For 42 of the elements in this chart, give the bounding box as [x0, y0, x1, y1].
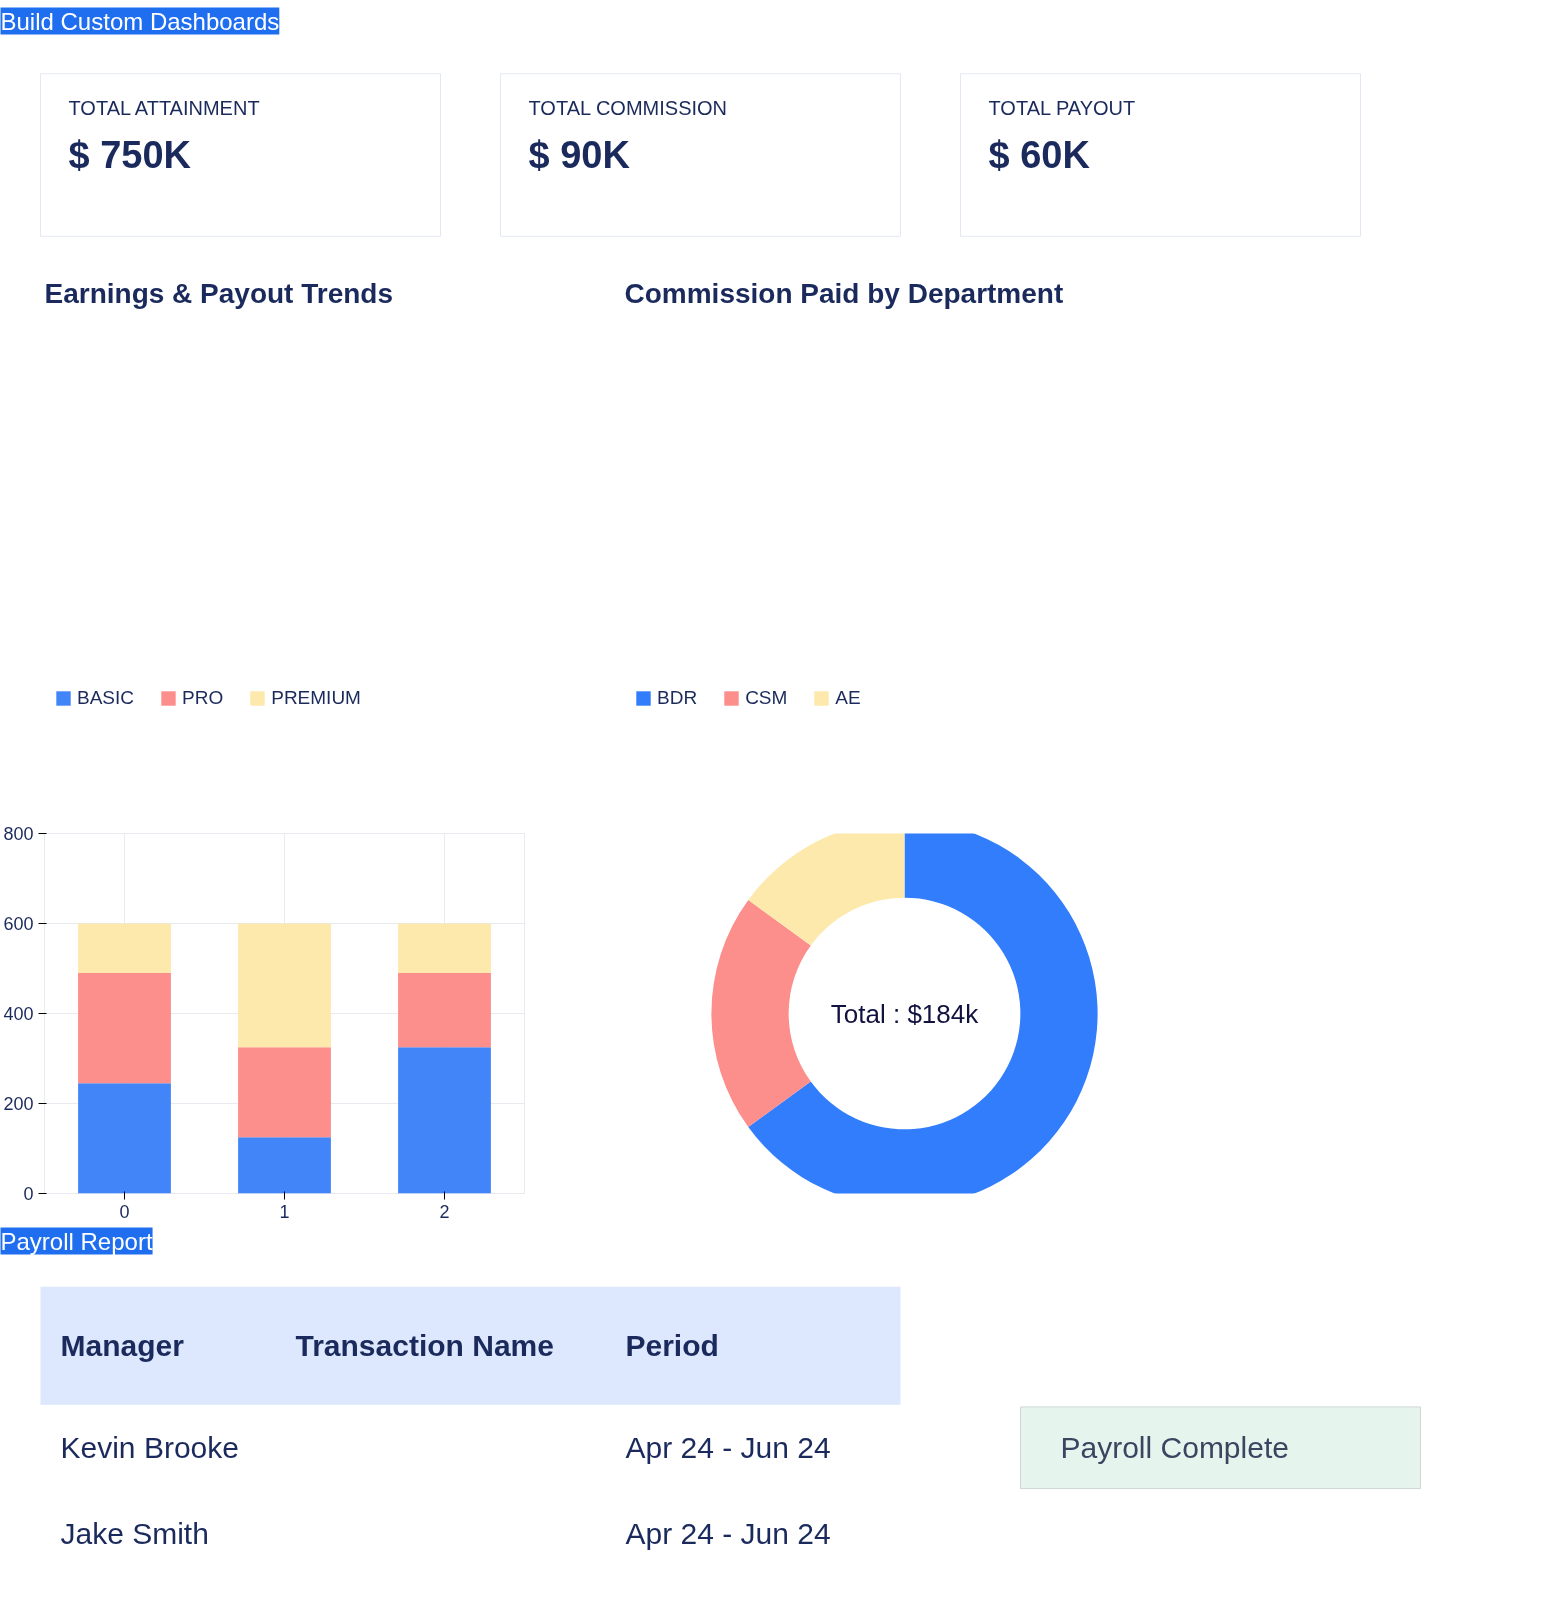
- bar: [238, 1137, 331, 1194]
- x-tick-label: 1: [279, 1201, 290, 1222]
- chart-title: Earnings & Payout Trends: [44, 277, 394, 309]
- bar: [398, 973, 491, 1048]
- text: Manager: [60, 1329, 185, 1363]
- text: $ 90K: [528, 134, 631, 176]
- legend-label: AE: [835, 686, 861, 709]
- text: TOTAL COMMISSION: [528, 96, 728, 119]
- bar: [78, 1083, 171, 1194]
- text: TOTAL PAYOUT: [988, 96, 1136, 119]
- bar: [78, 973, 171, 1084]
- legend-label: CSM: [745, 686, 788, 709]
- bar: [398, 923, 491, 973]
- text: Apr 24 - Jun 24: [625, 1431, 831, 1465]
- text: Build Custom Dashboards: [0, 7, 280, 35]
- text: Total : $184k: [830, 998, 980, 1029]
- y-tick-label: 800: [3, 824, 34, 844]
- legend-label: BDR: [657, 686, 698, 709]
- legend-label: BASIC: [77, 686, 135, 709]
- text: Kevin Brooke: [60, 1431, 239, 1465]
- y-tick-label: 400: [3, 1004, 34, 1024]
- y-tick-label: 600: [3, 914, 34, 934]
- text: Period: [625, 1329, 719, 1363]
- bar: [398, 1047, 491, 1194]
- bar: [238, 1047, 331, 1138]
- chart-title: Commission Paid by Department: [624, 277, 1064, 309]
- x-tick-label: 2: [439, 1201, 450, 1222]
- text: TOTAL ATTAINMENT: [68, 96, 260, 119]
- text: $ 60K: [988, 134, 1091, 176]
- x-tick-label: 0: [119, 1201, 130, 1222]
- text: Transaction Name: [295, 1329, 554, 1363]
- text: Apr 24 - Jun 24: [625, 1517, 831, 1551]
- bar: [238, 923, 331, 1048]
- text: Jake Smith: [60, 1517, 209, 1551]
- text: Payroll Report: [0, 1227, 153, 1255]
- y-tick-label: 200: [3, 1094, 34, 1114]
- y-tick-label: 0: [23, 1184, 34, 1204]
- text: Payroll Complete: [1060, 1431, 1289, 1465]
- legend-label: PREMIUM: [271, 686, 361, 709]
- text: $ 750K: [68, 134, 192, 176]
- legend-label: PRO: [182, 686, 224, 709]
- bar: [78, 923, 171, 973]
